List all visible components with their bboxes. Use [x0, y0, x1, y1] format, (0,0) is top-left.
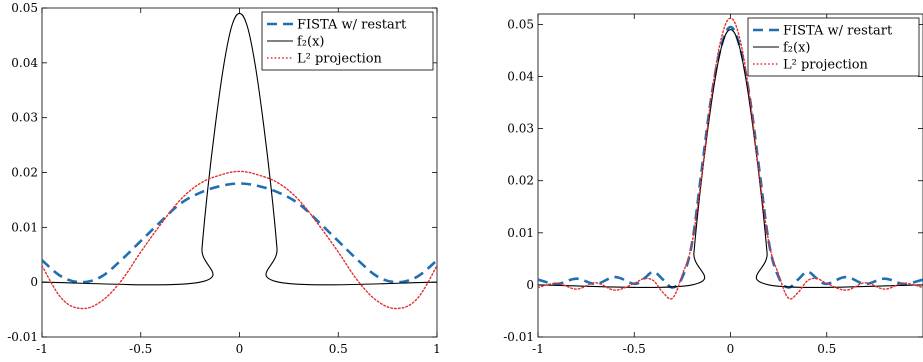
y-tick-label: 0.05 [507, 17, 534, 31]
legend-label: L² projection [783, 58, 869, 73]
right-panel: -1 -0.5 0 0.5 -0.01 0 0.01 0.02 0.03 0.04 0.05 FIST… [503, 13, 923, 356]
y-tick-label: 0.02 [11, 166, 38, 180]
series-line-2 [42, 170, 437, 310]
y-tick-label: 0.03 [507, 122, 534, 136]
x-tick-label: 0.5 [817, 342, 836, 356]
x-tick-label: -1 [36, 342, 48, 356]
y-tick-label: -0.01 [7, 330, 38, 344]
series-line-1 [42, 12, 437, 286]
x-tick-label: 0 [236, 342, 244, 356]
series-line-1 [538, 29, 923, 288]
y-tick-label: 0.05 [11, 1, 38, 15]
y-tick-label: 0.01 [11, 220, 38, 234]
y-tick-label: 0 [526, 278, 534, 292]
x-tick-label: 0.5 [329, 342, 348, 356]
x-tick-label: 1 [433, 342, 441, 356]
legend-label: FISTA w/ restart [297, 18, 407, 33]
x-tick-label: -0.5 [129, 342, 152, 356]
left-panel: -1 -0.5 0 0.5 1 -0.01 0 0.01 0.02 0.03 0.04 0.05 FIS… [7, 1, 441, 356]
y-tick-label: -0.01 [503, 330, 534, 344]
y-tick-label: 0.03 [11, 111, 38, 125]
x-tick-label: -1 [532, 342, 544, 356]
y-tick-label: 0.02 [507, 174, 534, 188]
legend-label: f₂(x) [783, 41, 811, 56]
legend-label: f₂(x) [297, 35, 325, 50]
series-line-0 [42, 182, 437, 284]
y-tick-label: 0.04 [507, 70, 534, 84]
y-tick-label: 0 [30, 275, 38, 289]
series-line-2 [538, 17, 923, 300]
y-tick-label: 0.04 [11, 56, 38, 70]
legend-label: FISTA w/ restart [783, 24, 893, 39]
y-tick-label: 0.01 [507, 226, 534, 240]
legend-label: L² projection [297, 52, 383, 67]
x-tick-label: -0.5 [623, 342, 646, 356]
x-tick-label: 0 [727, 342, 735, 356]
